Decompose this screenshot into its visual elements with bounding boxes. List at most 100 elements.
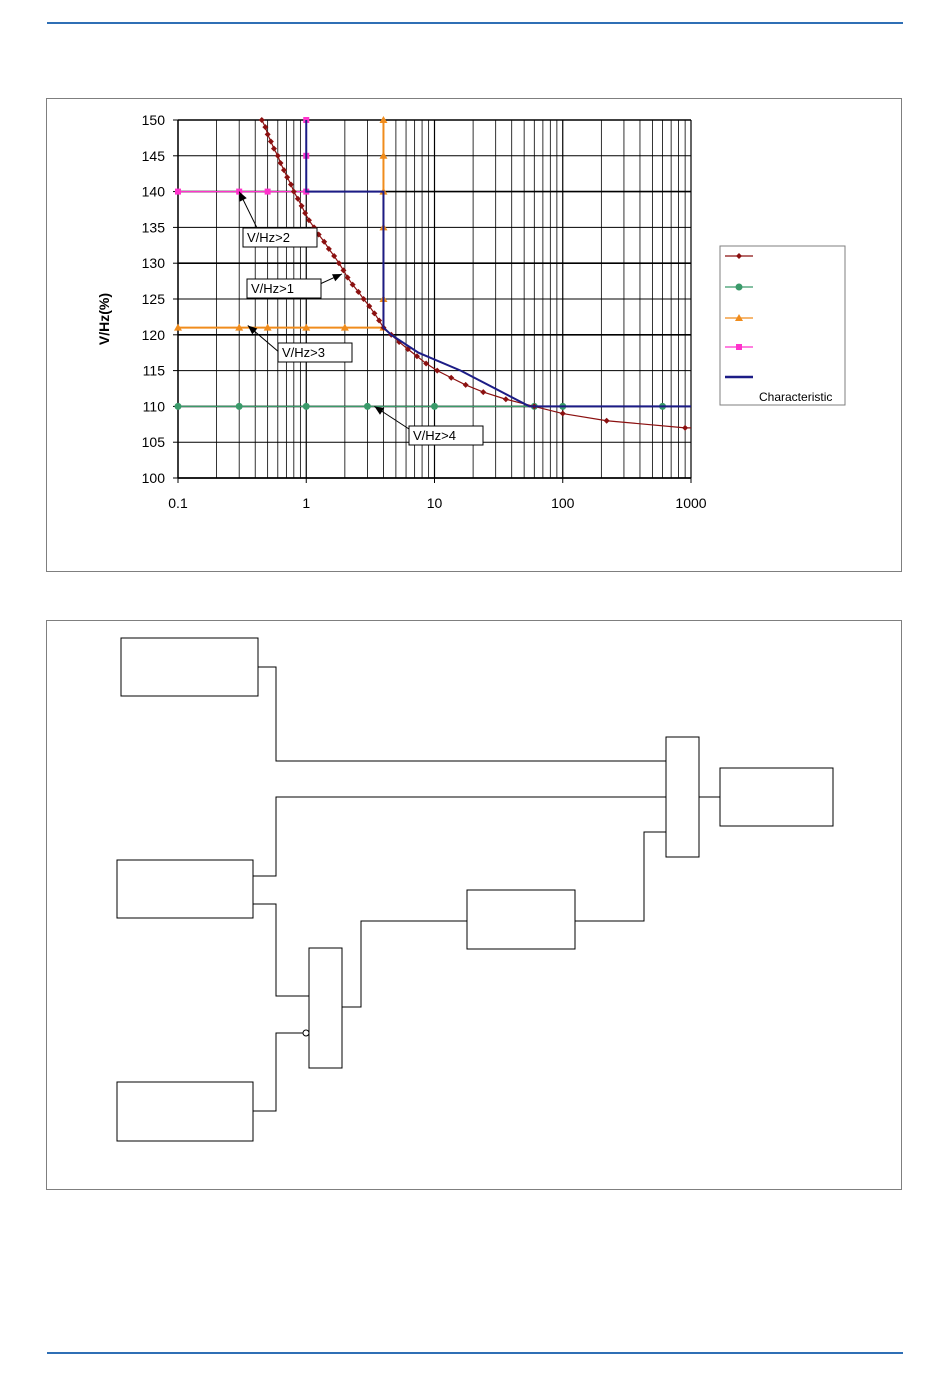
legend-partial-label: Characteristic (759, 390, 832, 404)
y-tick-label: 120 (142, 327, 166, 343)
wire-timer-to-or (575, 831, 666, 922)
data-point-diamond (305, 217, 312, 224)
timer-box (466, 889, 576, 950)
data-point-circle (302, 402, 310, 410)
and-gate-lower (308, 947, 343, 1069)
data-point-diamond (302, 210, 309, 217)
data-point-diamond (287, 181, 294, 188)
wire-and-to-timer (342, 920, 467, 1008)
data-point-diamond (736, 253, 742, 259)
data-point-square (736, 344, 742, 350)
annotation-callout: V/Hz>2 (238, 191, 318, 248)
data-point-diamond (340, 267, 347, 274)
legend-entry-definite-121 (725, 314, 753, 321)
y-axis-label: V/Hz(%) (96, 293, 112, 345)
data-point-triangle (235, 323, 244, 331)
wire-b-to-or (253, 796, 666, 877)
y-tick-label: 140 (142, 184, 166, 200)
y-tick-label: 115 (143, 363, 166, 379)
y-tick-label: 130 (142, 255, 166, 271)
series-line (305, 120, 691, 408)
y-tick-label: 100 (142, 470, 166, 486)
legend-box (719, 245, 846, 406)
data-point-diamond (344, 274, 351, 281)
data-point-diamond (321, 238, 328, 245)
x-tick-label: 0.1 (168, 495, 188, 511)
data-point-diamond (325, 245, 332, 252)
y-tick-label: 150 (142, 112, 166, 128)
data-point-diamond (360, 296, 367, 302)
data-point-diamond (502, 396, 509, 403)
data-point-diamond (294, 195, 301, 202)
data-point-circle (735, 283, 743, 291)
data-point-diamond (376, 317, 383, 324)
data-point-triangle (379, 151, 388, 159)
annotation-callout: V/Hz>4 (374, 405, 484, 446)
data-point-diamond (335, 260, 342, 267)
data-point-diamond (413, 353, 420, 360)
data-point-diamond (480, 389, 487, 396)
data-point-circle (235, 402, 243, 410)
x-tick-label: 1000 (675, 495, 706, 511)
data-point-diamond (448, 374, 455, 381)
data-point-diamond (258, 117, 265, 123)
chart-legend: Characteristic (719, 245, 846, 406)
data-point-diamond (434, 367, 441, 374)
y-tick-label: 135 (142, 219, 166, 235)
data-point-diamond (277, 159, 284, 166)
series-line (261, 119, 691, 429)
chart-panel: 100 105 110 115 120 125 130 135 140 145 150 0.1 1 10 1… (46, 98, 902, 572)
data-point-triangle (174, 323, 182, 331)
input-a-box (120, 637, 259, 697)
or-gate-upper (665, 736, 700, 858)
data-point-diamond (267, 138, 274, 145)
data-point-diamond (423, 360, 430, 367)
wire-a-to-or (258, 666, 666, 762)
data-point-diamond (349, 281, 356, 288)
annotation-label: V/Hz>1 (251, 281, 294, 296)
wire-c-to-and (253, 1032, 303, 1112)
data-point-diamond (298, 202, 305, 209)
annotation-arrowhead (332, 273, 343, 282)
annotation-callout: V/Hz>1 (246, 273, 343, 299)
y-tick-label: 105 (142, 434, 166, 450)
series-inverse (258, 117, 691, 431)
data-point-diamond (559, 410, 566, 417)
data-point-triangle (735, 314, 743, 321)
data-point-triangle (340, 323, 349, 331)
y-tick-label: 145 (142, 148, 166, 164)
input-b-box (116, 859, 254, 919)
annotation-box (408, 425, 484, 446)
data-point-circle (174, 402, 182, 410)
legend-entry-inverse (725, 253, 753, 259)
data-point-diamond (284, 174, 291, 181)
annotation-callout: V/Hz>3 (247, 325, 353, 363)
annotation-arrowhead (374, 406, 385, 415)
data-point-diamond (603, 417, 610, 424)
data-point-diamond (462, 381, 469, 388)
data-point-diamond (274, 152, 281, 159)
chart-annotations: V/Hz>2 V/Hz>1 V/Hz>3 V/Hz>4 (238, 191, 484, 446)
annotation-label: V/Hz>4 (413, 428, 456, 443)
data-point-diamond (371, 310, 378, 317)
output-box (719, 767, 834, 827)
connections (253, 666, 720, 1112)
chart-grid (177, 119, 692, 479)
chart-series (174, 116, 691, 431)
annotation-box (242, 227, 318, 248)
input-c-box (116, 1081, 254, 1142)
logic-diagram-panel (46, 620, 902, 1190)
data-point-square (175, 188, 181, 195)
x-tick-label: 10 (427, 495, 443, 511)
legend-entry-definite-110 (725, 283, 753, 291)
data-point-diamond (331, 253, 338, 260)
inverter-bubble (302, 1029, 310, 1037)
data-point-square (264, 188, 271, 195)
wire-b-to-and (253, 903, 309, 997)
bottom-rule (47, 1352, 903, 1354)
data-point-diamond (366, 303, 373, 310)
data-point-triangle (302, 323, 311, 331)
x-tick-label: 100 (551, 495, 575, 511)
